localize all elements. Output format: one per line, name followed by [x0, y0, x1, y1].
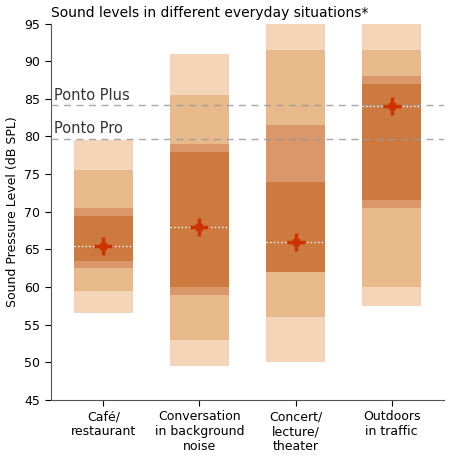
Text: Ponto Pro: Ponto Pro [54, 122, 123, 136]
Bar [170, 151, 229, 287]
Bar [362, 23, 421, 306]
Text: Ponto Plus: Ponto Plus [54, 88, 130, 102]
Bar [362, 76, 421, 208]
Bar [266, 23, 325, 362]
Bar [170, 95, 229, 340]
Bar [74, 216, 133, 261]
Bar [266, 50, 325, 317]
Text: Sound levels in different everyday situations*: Sound levels in different everyday situa… [50, 6, 368, 20]
Bar [362, 84, 421, 201]
Bar [266, 125, 325, 272]
Bar [266, 182, 325, 272]
Bar [170, 144, 229, 295]
Bar [74, 140, 133, 313]
Bar [74, 208, 133, 268]
Bar [170, 54, 229, 366]
Y-axis label: Sound Pressure Level (dB SPL): Sound Pressure Level (dB SPL) [5, 117, 18, 307]
Bar [362, 50, 421, 287]
Bar [74, 170, 133, 291]
